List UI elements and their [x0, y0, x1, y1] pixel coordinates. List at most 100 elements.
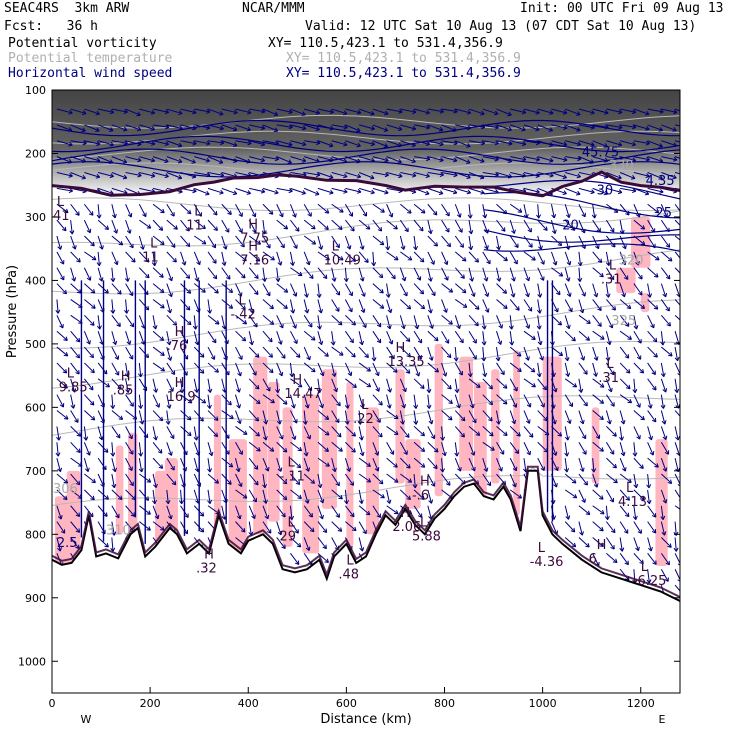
wind-vector-head	[660, 404, 666, 409]
extremum-type: L	[288, 455, 296, 470]
wind-vector	[441, 267, 449, 281]
wind-vector	[468, 204, 472, 219]
x-tick-label: 200	[140, 697, 161, 710]
wind-vector	[468, 426, 481, 436]
wind-vector	[647, 410, 657, 423]
wind-vector	[207, 124, 224, 130]
wind-vector	[660, 283, 667, 298]
wind-vector	[399, 283, 408, 297]
wind-vector-head	[428, 419, 434, 425]
wind-vector-head	[619, 436, 624, 441]
wind-vector	[152, 473, 157, 488]
wind-vector	[633, 124, 650, 130]
wind-vector	[235, 187, 251, 194]
wind-vector-head	[599, 542, 604, 548]
wind-vector-head	[664, 450, 670, 455]
wind-vector	[400, 172, 417, 177]
wind-vector	[455, 299, 468, 308]
wind-vector-head	[456, 404, 461, 409]
wind-vector	[660, 267, 671, 280]
wind-vector-head	[194, 277, 200, 282]
wind-vector-head	[640, 415, 645, 421]
wind-vector-head	[62, 495, 68, 501]
wind-vector	[647, 378, 657, 391]
wind-vector	[372, 299, 385, 309]
wind-vector-head	[501, 227, 506, 232]
wind-vector-head	[160, 240, 165, 246]
wind-vector-head	[651, 529, 657, 534]
wind-vector-head	[540, 260, 545, 265]
wind-vector	[317, 489, 324, 504]
wind-vector	[674, 378, 678, 393]
wind-vector-head	[507, 158, 513, 164]
wind-vector-head	[425, 141, 431, 146]
wind-vector	[290, 156, 306, 162]
theta-label: 320	[619, 254, 644, 269]
wind-vector	[482, 426, 494, 437]
wind-vector-head	[61, 226, 67, 232]
wind-vector	[97, 251, 100, 266]
wind-vector-head	[279, 212, 284, 218]
wind-vector	[496, 410, 500, 425]
extremum-value: .85	[113, 384, 134, 399]
wind-vector-head	[240, 527, 246, 533]
wind-vector	[633, 251, 639, 266]
wind-vector-head	[339, 208, 344, 213]
wind-vector-head	[288, 141, 293, 147]
wind-vector	[56, 124, 73, 132]
wind-vector-head	[412, 172, 417, 178]
wind-vector-head	[301, 190, 306, 195]
wind-vector	[317, 346, 329, 357]
wind-vector	[509, 331, 513, 346]
wind-vector	[152, 283, 165, 293]
wind-vector	[509, 267, 515, 282]
wind-vector	[125, 457, 133, 471]
wind-vector-head	[371, 262, 377, 267]
dynamic-tropopause	[52, 170, 680, 198]
wind-vector	[633, 172, 650, 177]
wind-vector	[317, 457, 330, 467]
wind-vector-head	[301, 141, 307, 147]
wind-vector	[482, 124, 499, 129]
theta-contour	[52, 114, 680, 129]
wind-vector	[56, 330, 68, 341]
wind-vector	[303, 346, 311, 361]
wind-vector-head	[359, 404, 365, 409]
wind-vector	[276, 473, 288, 485]
wind-vector	[111, 473, 115, 488]
wind-vector	[468, 330, 477, 344]
wind-vector	[578, 156, 594, 164]
extremum-type: L	[332, 240, 340, 255]
wind-vector	[619, 203, 630, 216]
wind-vector	[262, 251, 275, 261]
wind-vector-head	[658, 175, 663, 180]
wind-vector	[235, 267, 246, 279]
wind-vector-head	[104, 225, 110, 230]
wind-vector	[482, 299, 489, 313]
wind-vector-head	[603, 190, 609, 196]
wind-vector	[248, 331, 253, 345]
wind-vector	[400, 473, 412, 483]
wind-vector-head	[429, 324, 434, 329]
wind-vector	[565, 187, 581, 195]
wind-vector	[152, 521, 165, 531]
wind-vector	[455, 140, 471, 148]
wind-vector	[221, 330, 229, 344]
wind-vectors	[55, 108, 680, 599]
wind-vector-head	[635, 213, 641, 218]
wind-vector	[152, 505, 159, 519]
wind-vector	[193, 442, 200, 456]
wind-vector-head	[359, 245, 365, 250]
wind-vector-head	[579, 308, 585, 314]
wind-vector	[317, 156, 334, 162]
wind-vector	[496, 251, 508, 262]
wind-vector	[84, 283, 96, 294]
wind-vector-head	[177, 142, 183, 148]
wind-vector	[345, 172, 361, 178]
wind-vector	[221, 251, 226, 266]
wind-vector	[578, 537, 590, 548]
wind-vector-head	[236, 514, 242, 520]
wind-vector-head	[484, 292, 490, 297]
wind-vector	[660, 505, 664, 520]
